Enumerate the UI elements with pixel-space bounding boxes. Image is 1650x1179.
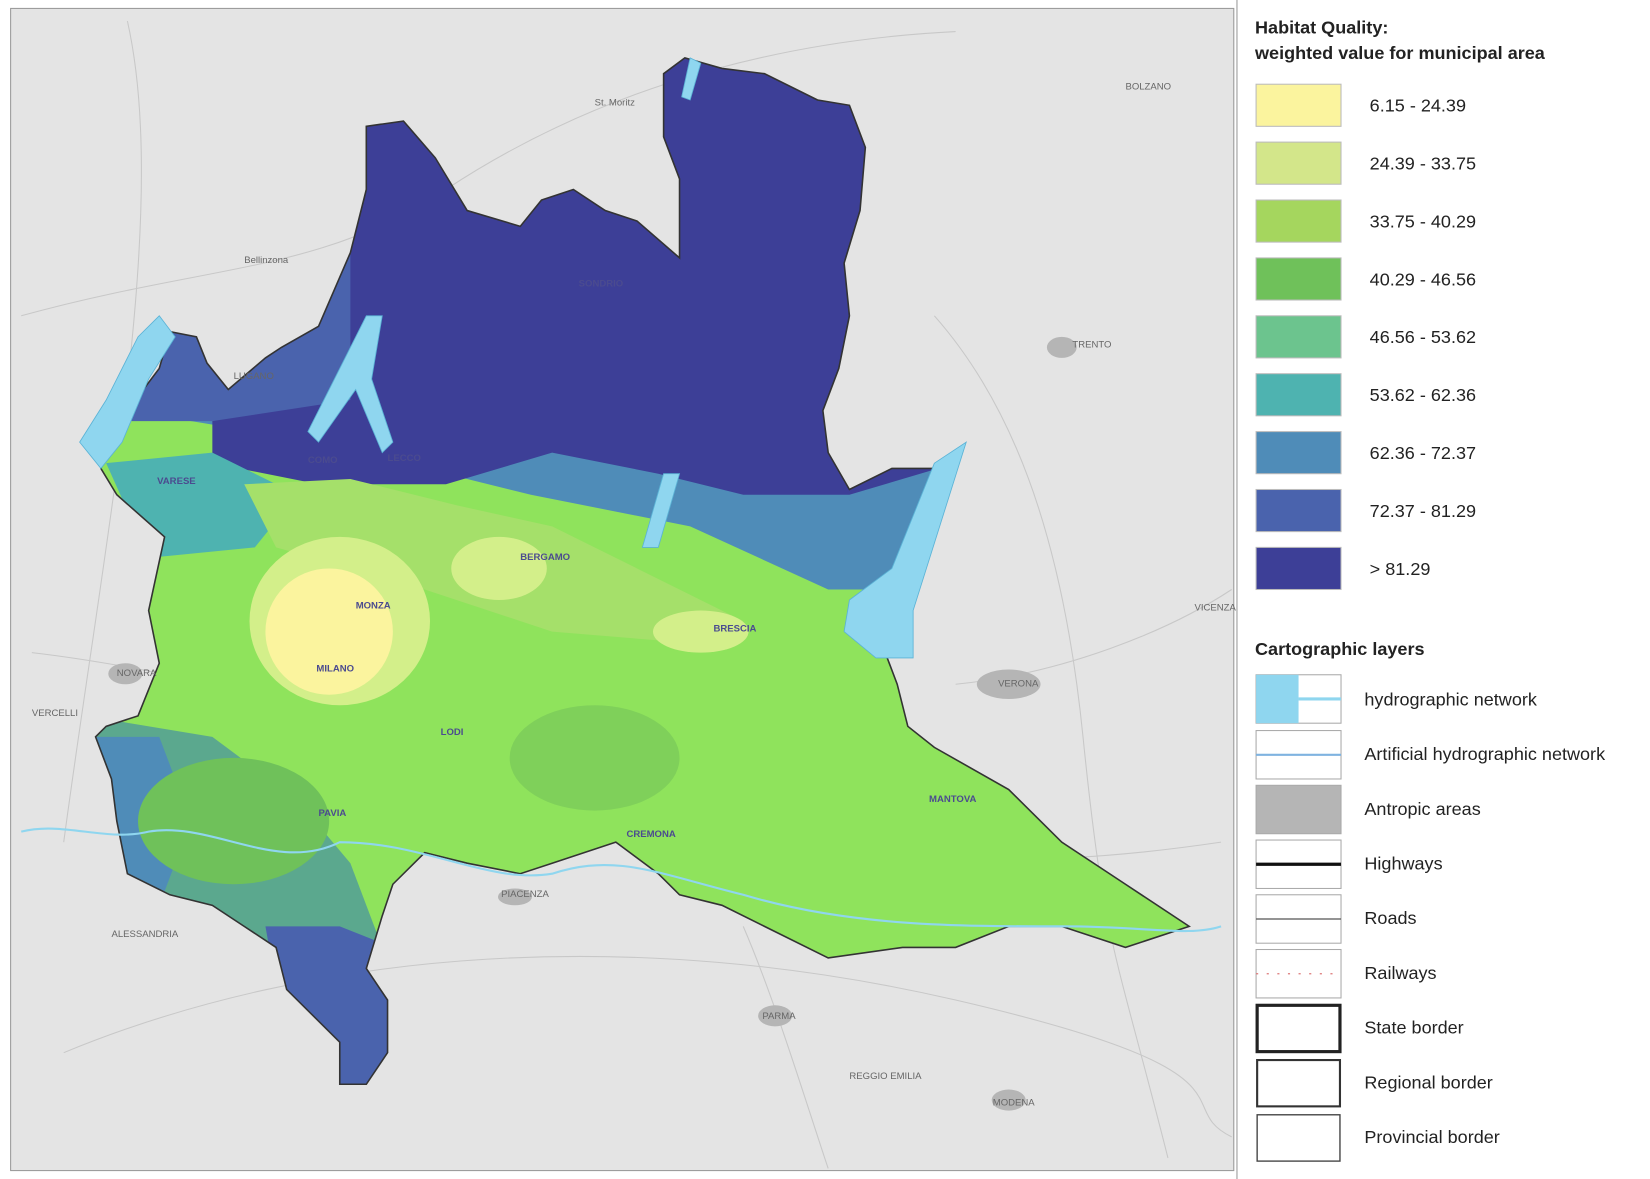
map-label: LECCO	[388, 453, 421, 464]
lake-garda	[843, 441, 967, 659]
map-label: VERCELLI	[32, 708, 78, 719]
map-label: LUGANO	[234, 371, 274, 382]
lake-maggiore	[79, 315, 176, 470]
legend-label: 72.37 - 81.29	[1370, 501, 1476, 521]
legend-label: 53.62 - 62.36	[1370, 385, 1476, 405]
legend-swatch	[1255, 431, 1342, 475]
map-label: VICENZA	[1194, 603, 1236, 614]
map-label: MONZA	[356, 600, 391, 611]
legend-label: 40.29 - 46.56	[1370, 269, 1476, 289]
map-label: MANTOVA	[929, 794, 976, 805]
map-label: LODI	[441, 727, 464, 738]
layer-label: Antropic areas	[1364, 799, 1480, 819]
layer-swatch	[1255, 948, 1342, 999]
layer-label: Artificial hydrographic network	[1364, 744, 1606, 764]
lake	[681, 57, 702, 101]
map-label: PIACENZA	[501, 889, 549, 900]
map-label: BOLZANO	[1125, 82, 1171, 93]
lake-iseo	[641, 473, 681, 548]
layer-label: Provincial border	[1364, 1127, 1499, 1147]
layer-swatch	[1255, 674, 1342, 724]
legend-classes: 6.15 - 24.39 24.39 - 33.75 33.75 - 40.29 40…	[1255, 83, 1476, 591]
legend-label: 46.56 - 53.62	[1370, 327, 1476, 347]
map-label: MODENA	[993, 1097, 1036, 1108]
layer-label: Roads	[1364, 908, 1416, 928]
legend-layers: hydrographic network Artificial hydrograp…	[1255, 674, 1606, 1162]
legend-label: 6.15 - 24.39	[1370, 96, 1466, 116]
layer-swatch	[1255, 894, 1342, 944]
map-label: BERGAMO	[520, 552, 570, 563]
map-label: PAVIA	[319, 808, 347, 819]
map-label: St. Moritz	[595, 97, 636, 108]
legend-swatch	[1255, 141, 1342, 185]
map-label: VARESE	[157, 476, 196, 487]
map-label: NOVARA	[117, 668, 157, 679]
layer-label: State border	[1364, 1018, 1463, 1038]
map-label: ALESSANDRIA	[111, 929, 178, 940]
layer-label: hydrographic network	[1364, 689, 1538, 709]
regional-border	[94, 57, 1191, 1086]
legend-swatch	[1255, 373, 1342, 417]
lakes	[79, 57, 967, 659]
antropic-areas	[108, 336, 1077, 1111]
legend-subtitle: weighted value for municipal area	[1254, 43, 1546, 63]
lake-como	[307, 315, 394, 454]
map-label: TRENTO	[1072, 339, 1111, 350]
legend-swatch	[1255, 315, 1342, 359]
zone	[451, 536, 547, 601]
map-label: SONDRIO	[579, 278, 624, 289]
legend-label: 33.75 - 40.29	[1370, 211, 1476, 231]
layer-swatch	[1256, 1114, 1341, 1162]
layer-swatch	[1255, 730, 1342, 780]
layer-label: Highways	[1364, 854, 1442, 874]
layer-swatch	[1255, 839, 1342, 889]
legend-swatch	[1255, 83, 1342, 127]
map-label: PARMA	[762, 1011, 796, 1022]
map-label: CREMONA	[626, 829, 675, 840]
zone	[509, 705, 680, 811]
legend-title: Habitat Quality:	[1255, 18, 1388, 38]
map-label: Bellinzona	[244, 255, 289, 266]
zone	[652, 610, 749, 653]
legend-label: > 81.29	[1370, 559, 1431, 579]
layer-swatch	[1256, 1058, 1342, 1108]
map-label: REGGIO EMILIA	[849, 1071, 922, 1082]
map-label: MILANO	[316, 664, 354, 675]
legend-swatch	[1255, 257, 1342, 301]
map-label: COMO	[308, 455, 338, 466]
layer-swatch	[1255, 784, 1342, 835]
river-po	[20, 827, 1222, 933]
legend-swatch	[1255, 546, 1342, 591]
legend-swatch	[1255, 199, 1342, 243]
layer-label: Railways	[1364, 963, 1436, 983]
layer-label: Regional border	[1364, 1073, 1492, 1093]
zone	[138, 757, 330, 885]
zone	[212, 57, 956, 495]
legend-label: 62.36 - 72.37	[1370, 443, 1476, 463]
map-label: BRESCIA	[714, 624, 757, 635]
map-label: VERONA	[998, 678, 1039, 689]
legend-swatch	[1255, 488, 1342, 533]
zone	[265, 568, 393, 695]
layers-title: Cartographic layers	[1255, 639, 1425, 659]
legend-label: 24.39 - 33.75	[1370, 154, 1476, 174]
layer-swatch	[1255, 1003, 1342, 1054]
